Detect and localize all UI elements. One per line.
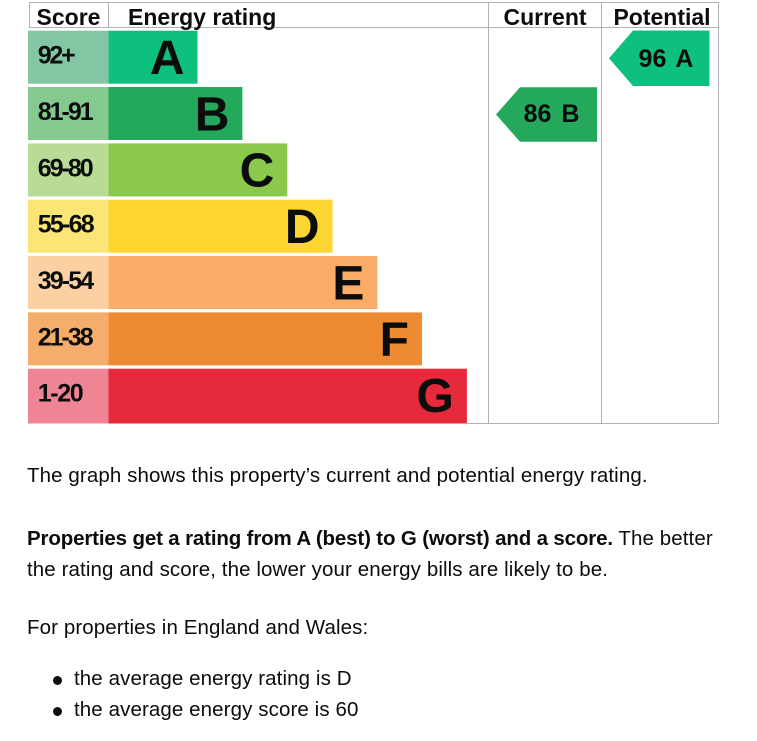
svg-text:39-54: 39-54 (38, 267, 95, 295)
svg-text:C: C (240, 145, 275, 198)
svg-text:Score: Score (37, 4, 101, 30)
svg-text:92+: 92+ (38, 42, 76, 70)
svg-text:1-20: 1-20 (38, 380, 84, 408)
svg-text:55-68: 55-68 (38, 211, 95, 239)
svg-text:69-80: 69-80 (38, 154, 94, 182)
svg-text:G: G (417, 370, 454, 423)
svg-text:81-91: 81-91 (38, 98, 94, 126)
svg-text:21-38: 21-38 (38, 323, 94, 351)
svg-text:D: D (285, 201, 320, 254)
svg-text:Energy rating: Energy rating (128, 4, 276, 30)
svg-text:A: A (150, 32, 185, 85)
svg-text:B: B (195, 88, 230, 141)
svg-text:E: E (332, 257, 364, 310)
svg-text:F: F (380, 314, 409, 367)
svg-text:96 A: 96 A (639, 45, 694, 73)
svg-text:Potential: Potential (613, 4, 710, 30)
svg-text:86 B: 86 B (524, 100, 580, 128)
svg-text:Current: Current (503, 4, 586, 30)
